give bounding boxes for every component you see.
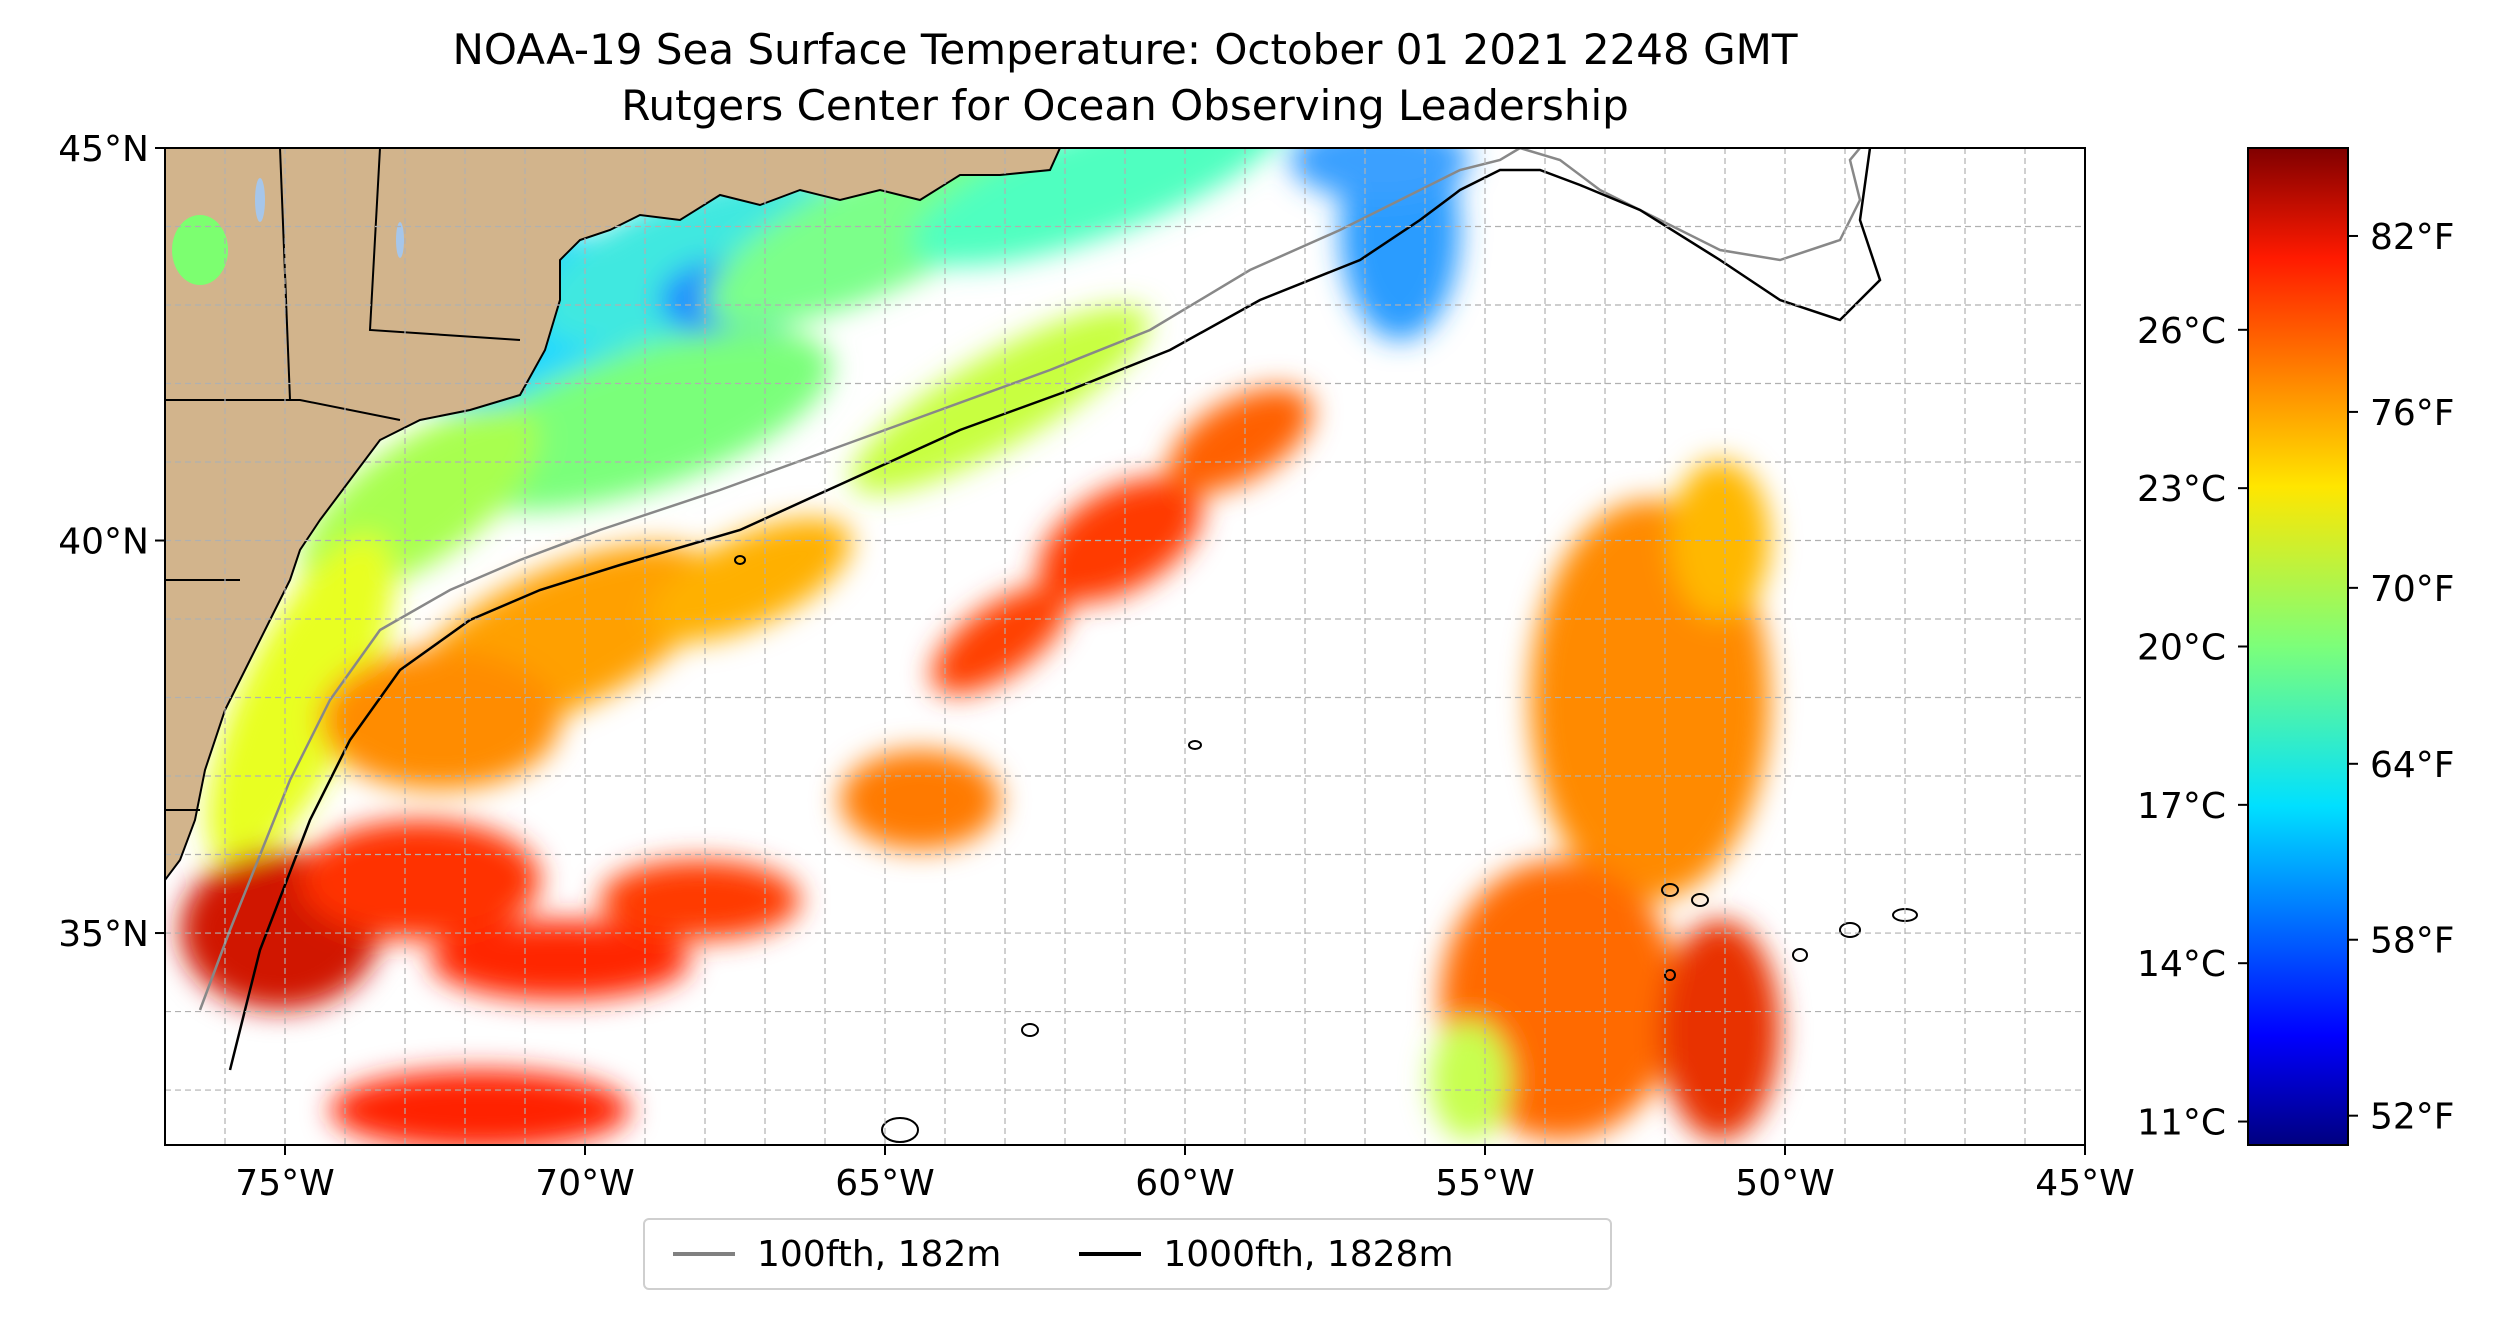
map-panel	[165, 148, 2085, 1145]
isobath-1000fth	[228, 148, 1882, 1071]
fahrenheit-tick-label: 52°F	[2370, 1097, 2455, 1138]
celsius-tick-label: 26°C	[2137, 311, 2226, 352]
lat-tick-label: 40°N	[58, 522, 149, 563]
map-title: NOAA-19 Sea Surface Temperature: October…	[452, 25, 1798, 74]
legend-label-100fth: 100fth, 182m	[757, 1233, 1002, 1275]
map-subtitle: Rutgers Center for Ocean Observing Leade…	[621, 81, 1629, 130]
legend-label-1000fth: 1000fth, 1828m	[1163, 1233, 1454, 1275]
map-frame	[164, 147, 2086, 1146]
isobath-100fth	[198, 148, 1521, 1011]
colorbar-celsius-axis: 26°C 23°C 20°C 17°C 14°C 11°C	[2137, 311, 2248, 1144]
lon-tick-label: 75°W	[235, 1163, 334, 1204]
lon-tick-label: 60°W	[1135, 1163, 1234, 1204]
legend-swatch-black	[1079, 1252, 1142, 1256]
lat-tick-label: 35°N	[58, 914, 149, 955]
latitude-axis: 35°N 40°N 45°N	[58, 129, 165, 955]
lon-tick-label: 65°W	[835, 1163, 934, 1204]
lon-tick-label: 55°W	[1435, 1163, 1534, 1204]
gridlines	[165, 148, 2085, 1145]
celsius-tick-label: 23°C	[2137, 469, 2226, 510]
fahrenheit-tick-label: 82°F	[2370, 217, 2455, 258]
fahrenheit-tick-label: 58°F	[2370, 921, 2455, 962]
map-legend: 100fth, 182m 1000fth, 1828m	[643, 1218, 1612, 1290]
fahrenheit-tick-label: 64°F	[2370, 745, 2455, 786]
colorbar-fahrenheit-axis: 82°F 76°F 70°F 64°F 58°F 52°F	[2348, 217, 2455, 1138]
lon-tick-label: 45°W	[2035, 1163, 2134, 1204]
legend-swatch-gray	[673, 1252, 735, 1256]
celsius-tick-label: 17°C	[2137, 786, 2226, 827]
colorbar	[2247, 147, 2349, 1146]
lakes	[172, 178, 404, 285]
lon-tick-label: 50°W	[1735, 1163, 1834, 1204]
fahrenheit-tick-label: 76°F	[2370, 393, 2455, 434]
longitude-axis: 75°W 70°W 65°W 60°W 55°W 50°W 45°W	[235, 1145, 2135, 1204]
legend-item-1000fth: 1000fth, 1828m	[1079, 1233, 1454, 1275]
legend-item-100fth: 100fth, 182m	[673, 1234, 1001, 1275]
lon-tick-label: 70°W	[535, 1163, 634, 1204]
fahrenheit-tick-label: 70°F	[2370, 569, 2455, 610]
celsius-tick-label: 20°C	[2137, 628, 2226, 669]
lat-tick-label: 45°N	[58, 129, 149, 170]
celsius-tick-label: 14°C	[2137, 944, 2226, 985]
celsius-tick-label: 11°C	[2137, 1103, 2226, 1144]
